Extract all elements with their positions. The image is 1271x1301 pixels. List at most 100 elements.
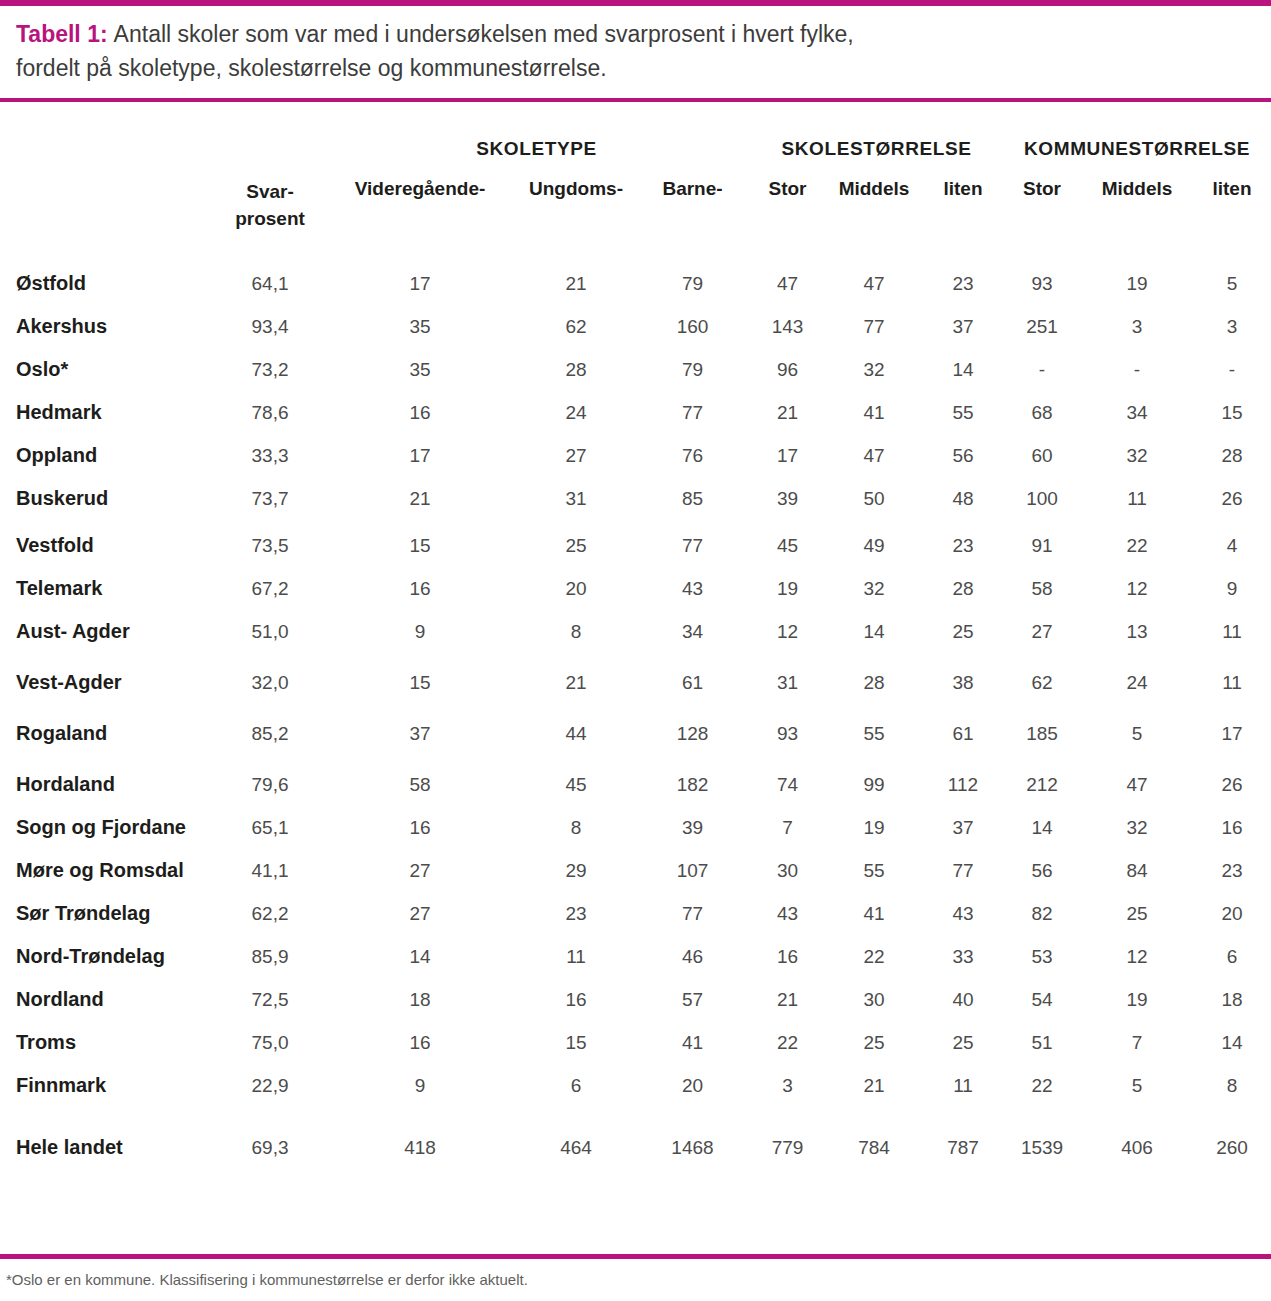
value-cell: 22 [1008,1064,1076,1107]
value-cell: 58 [1008,567,1076,610]
value-cell: 19 [745,567,830,610]
value-cell: 14 [918,348,1008,391]
value-cell: 19 [1076,978,1198,1021]
value-cell: 15 [328,524,512,567]
value-cell: 27 [512,434,640,477]
fylke-label: Oppland [0,434,212,477]
value-cell: 43 [918,892,1008,935]
value-cell: 99 [830,763,918,806]
value-cell: 15 [512,1021,640,1064]
column-header-kommune-stor: Stor [1008,164,1076,262]
value-cell: 79,6 [212,763,328,806]
value-cell: 53 [1008,935,1076,978]
value-cell: 14 [830,610,918,653]
value-cell: 40 [918,978,1008,1021]
value-cell: 107 [640,849,745,892]
value-cell: 12 [745,610,830,653]
value-cell: 17 [328,434,512,477]
value-cell: 16 [328,391,512,434]
value-cell: 41 [640,1021,745,1064]
value-cell: 68 [1008,391,1076,434]
value-cell: 16 [745,935,830,978]
value-cell: 128 [640,712,745,755]
table-row: Finnmark22,99620321112258 [0,1064,1266,1107]
value-cell: 16 [1198,806,1266,849]
value-cell: 3 [745,1064,830,1107]
group-header-empty [212,114,328,164]
fylke-label: Hordaland [0,763,212,806]
value-cell: 32 [1076,434,1198,477]
value-cell: 35 [328,348,512,391]
value-cell: 26 [1198,763,1266,806]
group-header-skoletype: SKOLETYPE [328,114,745,164]
value-cell: 185 [1008,712,1076,755]
table-page: Tabell 1:Antall skoler som var med i und… [0,0,1271,1301]
value-cell: 93,4 [212,305,328,348]
value-cell: 34 [640,610,745,653]
value-cell: 26 [1198,477,1266,520]
value-cell: 3 [1198,305,1266,348]
row-spacer-cell [0,1107,1266,1126]
value-cell: 8 [512,806,640,849]
value-cell: 27 [1008,610,1076,653]
value-cell: 14 [328,935,512,978]
column-header-svarprosent: Svar- prosent [212,164,328,262]
value-cell: 32,0 [212,661,328,704]
value-cell: 73,2 [212,348,328,391]
value-cell: 25 [1076,892,1198,935]
value-cell: 787 [918,1126,1008,1169]
value-cell: 16 [328,567,512,610]
group-header-kommunestorrelse: KOMMUNESTØRRELSE [1008,114,1266,164]
value-cell: 9 [328,1064,512,1107]
value-cell: 85,9 [212,935,328,978]
value-cell: 77 [830,305,918,348]
value-cell: 23 [512,892,640,935]
value-cell: 251 [1008,305,1076,348]
value-cell: 21 [745,978,830,1021]
value-cell: 22,9 [212,1064,328,1107]
value-cell: 11 [512,935,640,978]
table-row: Nordland72,5181657213040541918 [0,978,1266,1021]
value-cell: 25 [830,1021,918,1064]
value-cell: 51,0 [212,610,328,653]
value-cell: 5 [1076,712,1198,755]
value-cell: 27 [328,892,512,935]
fylke-label: Nordland [0,978,212,1021]
value-cell: 57 [640,978,745,1021]
value-cell: 28 [830,661,918,704]
table-title: Tabell 1:Antall skoler som var med i und… [0,6,1271,98]
value-cell: 20 [1198,892,1266,935]
value-cell: 56 [918,434,1008,477]
total-row: Hele landet69,34184641468779784787153940… [0,1126,1266,1169]
value-cell: 7 [1076,1021,1198,1064]
value-cell: 79 [640,348,745,391]
value-cell: 784 [830,1126,918,1169]
value-cell: 14 [1198,1021,1266,1064]
fylke-label: Møre og Romsdal [0,849,212,892]
value-cell: 82 [1008,892,1076,935]
value-cell: 32 [830,348,918,391]
value-cell: 41,1 [212,849,328,892]
value-cell: 182 [640,763,745,806]
value-cell: 61 [918,712,1008,755]
table-row: Oslo*73,2352879963214--- [0,348,1266,391]
table-row: Vestfold73,515257745492391224 [0,524,1266,567]
value-cell: 67,2 [212,567,328,610]
fylke-label: Sogn og Fjordane [0,806,212,849]
value-cell: 30 [745,849,830,892]
value-cell: 56 [1008,849,1076,892]
value-cell: 32 [1076,806,1198,849]
value-cell: 31 [512,477,640,520]
fylke-label: Rogaland [0,712,212,755]
value-cell: 32 [830,567,918,610]
value-cell: 18 [328,978,512,1021]
value-cell: 47 [1076,763,1198,806]
column-header-skole-liten: liten [918,164,1008,262]
fylke-label: Vestfold [0,524,212,567]
value-cell: 41 [830,391,918,434]
value-cell: 5 [1198,262,1266,305]
value-cell: 8 [512,610,640,653]
row-spacer-cell [0,704,1266,712]
value-cell: 12 [1076,567,1198,610]
value-cell: 5 [1076,1064,1198,1107]
